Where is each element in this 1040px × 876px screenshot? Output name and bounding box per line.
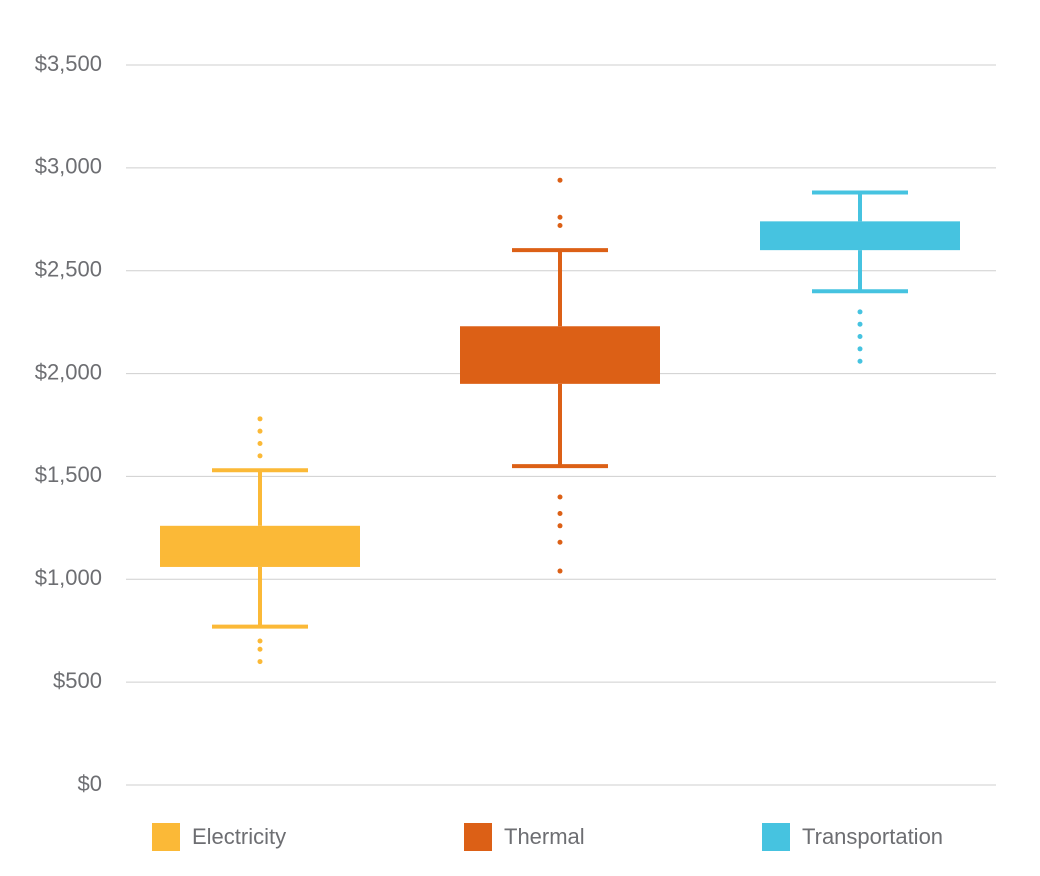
- outlier-point: [558, 511, 563, 516]
- outlier-point: [258, 647, 263, 652]
- legend-item-electricity: Electricity: [152, 823, 286, 851]
- legend-item-transportation: Transportation: [762, 823, 943, 851]
- y-tick-label: $0: [78, 771, 102, 796]
- legend-swatch: [464, 823, 492, 851]
- legend-swatch: [762, 823, 790, 851]
- outlier-point: [558, 523, 563, 528]
- legend-label: Electricity: [192, 824, 286, 849]
- outlier-point: [258, 453, 263, 458]
- boxplot-electricity: [160, 416, 360, 664]
- outlier-point: [558, 178, 563, 183]
- outlier-point: [558, 540, 563, 545]
- outlier-point: [558, 495, 563, 500]
- y-tick-label: $2,500: [35, 257, 102, 282]
- outlier-point: [258, 429, 263, 434]
- boxplot-transportation: [760, 193, 960, 364]
- outlier-point: [858, 322, 863, 327]
- legend-label: Thermal: [504, 824, 585, 849]
- outlier-point: [858, 334, 863, 339]
- boxplot-chart: $0 $500 $1,000 $1,500 $2,000 $2,500 $3,000 $3,5…: [0, 0, 1040, 876]
- y-tick-label: $3,000: [35, 154, 102, 179]
- y-tick-label: $1,500: [35, 462, 102, 487]
- legend-label: Transportation: [802, 824, 943, 849]
- outlier-point: [558, 223, 563, 228]
- outlier-point: [258, 416, 263, 421]
- outlier-point: [558, 569, 563, 574]
- boxplot-thermal: [460, 178, 660, 574]
- legend-swatch: [152, 823, 180, 851]
- outlier-point: [258, 441, 263, 446]
- y-tick-label: $3,500: [35, 51, 102, 76]
- outlier-point: [858, 309, 863, 314]
- y-tick-label: $2,000: [35, 359, 102, 384]
- outlier-point: [858, 359, 863, 364]
- outlier-point: [858, 346, 863, 351]
- y-tick-label: $1,000: [35, 565, 102, 590]
- box: [160, 526, 360, 567]
- box: [760, 221, 960, 250]
- outlier-point: [258, 659, 263, 664]
- outlier-point: [558, 215, 563, 220]
- legend-item-thermal: Thermal: [464, 823, 585, 851]
- outlier-point: [258, 639, 263, 644]
- y-tick-label: $500: [53, 668, 102, 693]
- chart-svg: $0 $500 $1,000 $1,500 $2,000 $2,500 $3,000 $3,5…: [0, 0, 1040, 876]
